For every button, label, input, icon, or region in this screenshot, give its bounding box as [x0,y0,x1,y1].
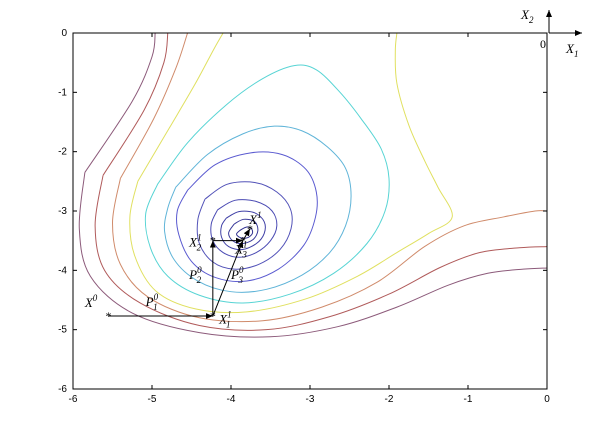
contour-level-10 [119,33,189,179]
label-x1_1: X1 1 [218,310,231,330]
contour-level-11-branch [94,175,547,331]
y-tick-label: 0 [61,28,67,39]
label-x1: X1 [248,210,261,227]
x-tick-label: 0 [544,394,550,405]
label-x3_1: X1 3 [234,240,247,260]
contour-lines [78,33,547,338]
point-labels: X0 X1 1 X1 2 X1 3X1 P0 1 P0 2 P0 3 [84,210,262,330]
contour-level-3 [220,210,266,251]
search-path [108,228,251,320]
y-tick-label: -6 [58,384,67,395]
contour-level-2 [228,218,259,245]
contour-level-9 [137,33,224,182]
contour-level-12-branch [78,172,547,338]
y-tick-label: -4 [58,265,67,276]
direction-label-p1_0: P0 1 [145,292,159,312]
y-tick-label: -1 [58,87,67,98]
y-tick-label: -2 [58,147,67,158]
contour-level-10-branch [111,178,547,323]
y-tick-label: -3 [58,206,67,217]
contour-level-6 [176,151,318,282]
point-marker-x1_1: * [210,309,216,323]
label-x0: X0 [84,293,98,310]
axis-ticks: -6 -5 -4 -3 -2 -1 0 0 -1 -2 -3 -4 -5 -6 [58,28,550,405]
x-tick-label: -1 [464,394,473,405]
direction-label-p3_0: P0 3 [230,265,244,285]
point-marker-x1: * [247,222,253,236]
path-segment-5 [242,228,251,241]
contour-level-7 [163,125,352,293]
path-segment-4 [212,240,244,317]
x-tick-label: -5 [148,394,157,405]
x-tick-label: -4 [227,394,236,405]
direction-label-p2_0: P0 2 [188,265,202,285]
inset-origin-label: 0 [540,37,546,51]
search-points: * ** ** [106,222,253,323]
contour-level-5 [196,181,293,270]
x-tick-label: -2 [385,394,394,405]
contour-level-1 [236,226,254,239]
point-marker-x0: * [106,309,112,323]
contour-level-4 [210,199,278,258]
inset-axes: 0 X2 X1 [520,7,582,59]
x-tick-label: -6 [69,394,78,405]
contour-level-12 [84,33,156,173]
inset-x-label: X1 [565,41,578,59]
contour-level-8 [144,64,390,304]
contour-level-11 [102,33,169,176]
inset-y-label: X2 [520,7,534,25]
label-x2_1: X1 2 [188,233,201,253]
contour-level-9-branch [129,33,453,314]
x-tick-label: -3 [306,394,315,405]
y-tick-label: -5 [58,325,67,336]
point-marker-x3_1: * [240,234,246,248]
point-marker-x2_1: * [210,234,216,248]
